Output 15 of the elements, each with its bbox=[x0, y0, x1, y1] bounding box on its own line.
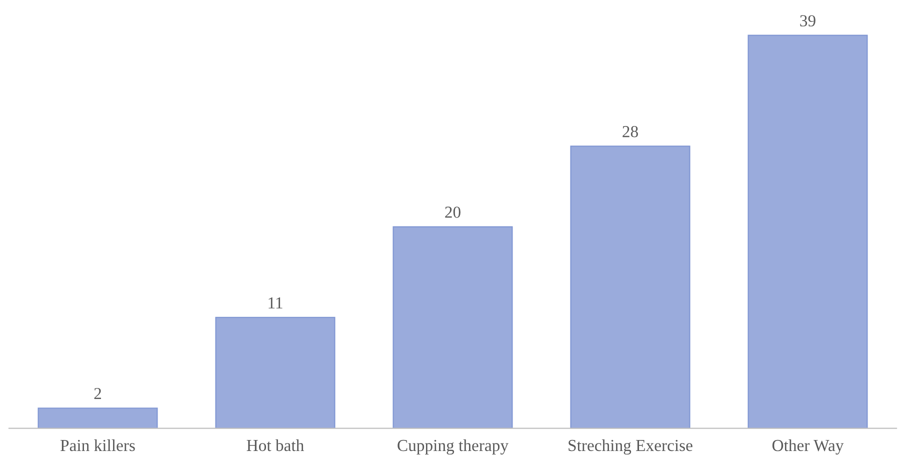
data-label: 11 bbox=[268, 297, 282, 308]
bar bbox=[38, 408, 158, 428]
bar bbox=[392, 226, 513, 428]
data-label: 2 bbox=[94, 388, 102, 400]
data-label: 28 bbox=[622, 126, 638, 138]
bar bbox=[215, 316, 336, 428]
x-tick-label: Other Way bbox=[772, 439, 844, 455]
data-label: 20 bbox=[445, 206, 460, 218]
x-tick-label: Hot bath bbox=[246, 439, 304, 452]
data-label: 39 bbox=[800, 15, 816, 26]
x-tick-label: Cupping therapy bbox=[398, 439, 508, 455]
x-tick-label: Pain killers bbox=[60, 439, 135, 452]
bar bbox=[748, 34, 868, 428]
x-tick-label: Streching Exercise bbox=[568, 439, 692, 455]
bar bbox=[570, 146, 690, 428]
